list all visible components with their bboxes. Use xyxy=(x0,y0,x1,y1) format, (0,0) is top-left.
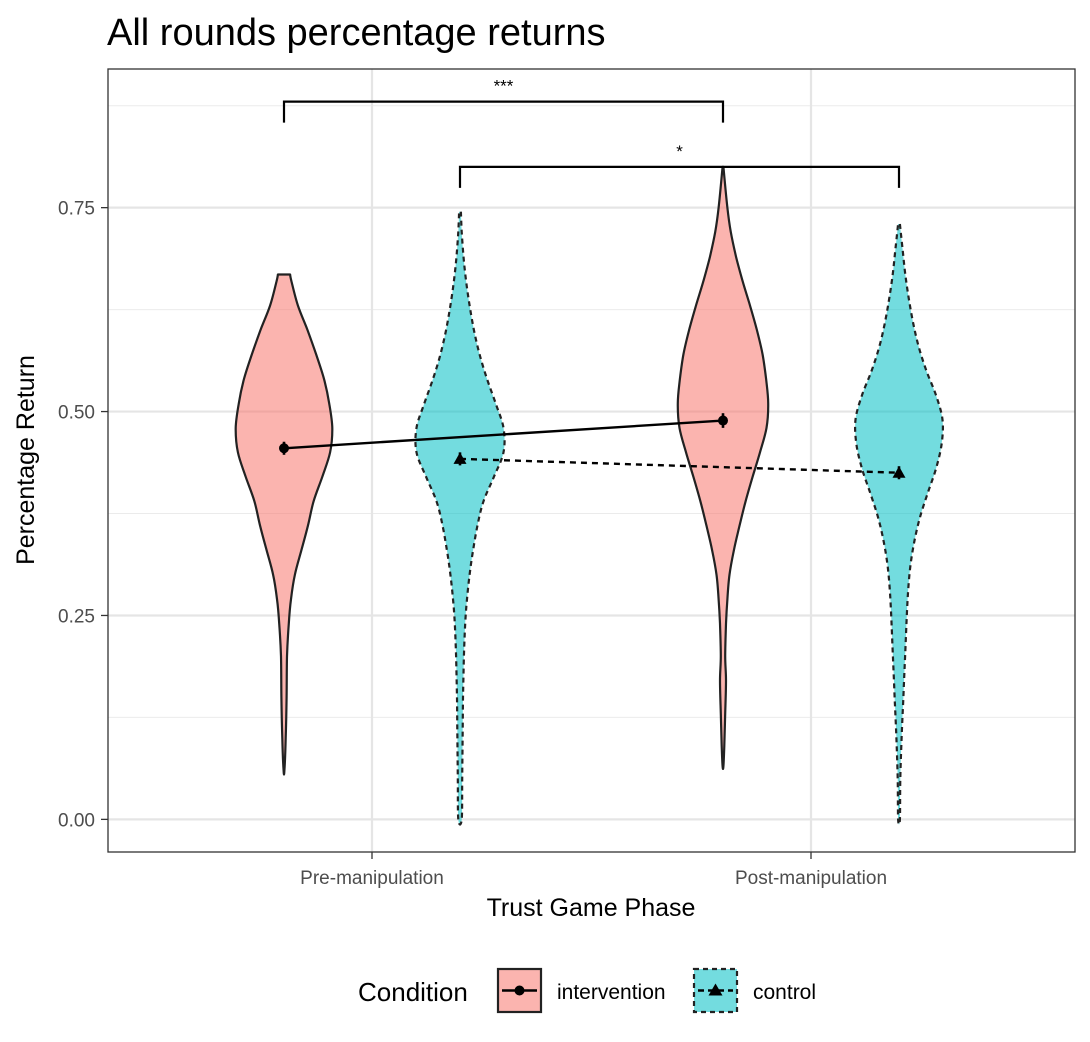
y-tick-label: 0.50 xyxy=(58,403,95,424)
x-axis-title: Trust Game Phase xyxy=(487,894,696,922)
legend-label-intervention: intervention xyxy=(557,981,666,1004)
significance-label: * xyxy=(676,142,683,161)
mean-point-intervention xyxy=(279,443,289,454)
y-axis-title: Percentage Return xyxy=(12,355,40,565)
mean-line-intervention xyxy=(283,419,724,450)
legend-title: Condition xyxy=(358,977,468,1007)
plot-border xyxy=(107,68,1076,853)
violins xyxy=(234,165,945,826)
violin-control-post xyxy=(853,222,945,826)
x-tick-label: Post-manipulation xyxy=(735,868,887,889)
y-tick-label: 0.00 xyxy=(58,810,95,831)
legend-marker-intervention xyxy=(514,985,525,996)
violin-intervention-pre xyxy=(234,273,334,776)
significance-label: *** xyxy=(494,77,514,96)
significance-brackets: **** xyxy=(282,77,901,188)
violin-intervention-post xyxy=(676,165,770,771)
y-axis: 0.00 0.25 0.50 0.75 xyxy=(58,199,108,831)
legend-marker-control xyxy=(708,983,723,996)
mean-line-control xyxy=(459,457,900,474)
x-axis: Pre-manipulation Post-manipulation xyxy=(300,852,887,889)
violin-control-pre xyxy=(414,210,506,826)
mean-point-control xyxy=(453,452,467,464)
y-tick-label: 0.25 xyxy=(58,606,95,627)
mean-point-intervention xyxy=(718,415,728,426)
significance-bracket xyxy=(282,100,725,123)
significance-bracket xyxy=(458,165,901,188)
chart-title: All rounds percentage returns xyxy=(107,12,606,54)
legend: Condition intervention control xyxy=(358,967,816,1014)
mean-point-control xyxy=(892,466,906,478)
y-tick-label: 0.75 xyxy=(58,199,95,220)
mean-markers xyxy=(279,413,906,480)
x-tick-label: Pre-manipulation xyxy=(300,868,444,889)
mean-lines xyxy=(283,419,900,474)
legend-label-control: control xyxy=(753,981,816,1004)
